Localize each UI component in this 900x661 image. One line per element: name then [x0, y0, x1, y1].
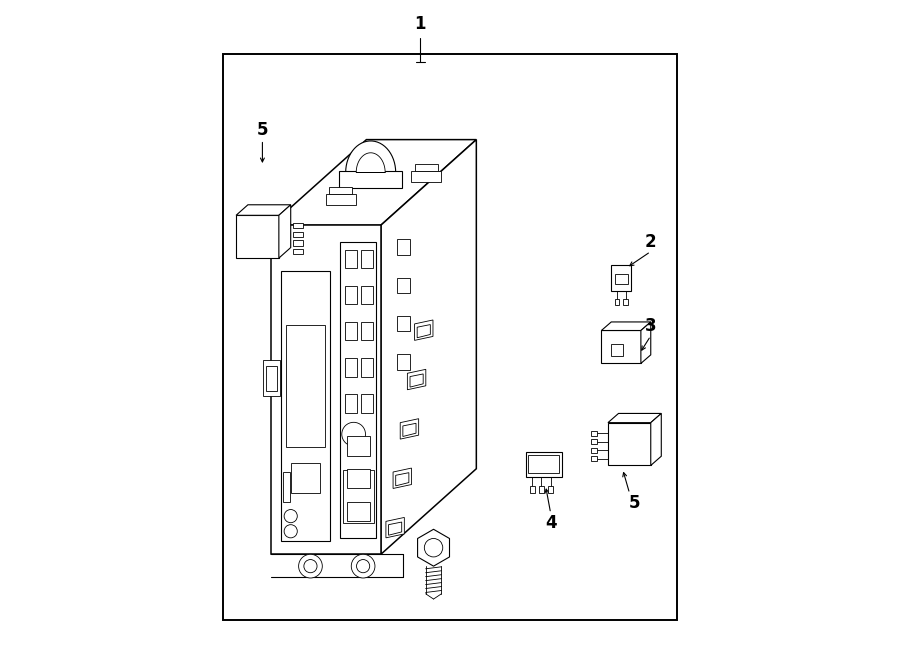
Bar [615, 274, 627, 284]
Bar [397, 239, 410, 255]
Bar [223, 54, 677, 620]
Bar [361, 250, 374, 268]
Bar [340, 242, 375, 538]
Bar [591, 456, 598, 461]
Circle shape [424, 539, 443, 557]
Bar [611, 264, 631, 291]
Bar [346, 436, 370, 455]
Polygon shape [346, 141, 396, 173]
Text: 1: 1 [415, 15, 426, 34]
Bar [284, 472, 290, 502]
Bar [346, 395, 357, 412]
Bar [286, 325, 325, 447]
Bar [529, 486, 535, 493]
Polygon shape [601, 322, 651, 330]
Polygon shape [418, 325, 430, 338]
Bar [608, 422, 651, 465]
Bar [548, 486, 554, 493]
Bar [236, 215, 279, 258]
Bar [326, 194, 356, 206]
Polygon shape [356, 153, 385, 173]
Text: 4: 4 [544, 514, 556, 531]
Bar [339, 171, 401, 188]
Bar [397, 316, 410, 331]
Bar [397, 278, 410, 293]
Bar [526, 451, 562, 477]
Circle shape [304, 560, 317, 572]
Bar [263, 360, 280, 397]
Bar [615, 299, 619, 305]
Bar [591, 447, 598, 453]
Bar [539, 486, 544, 493]
Bar [293, 241, 302, 246]
Bar [266, 366, 277, 391]
Text: 3: 3 [645, 317, 657, 335]
Bar [415, 164, 437, 171]
Text: 2: 2 [645, 233, 657, 251]
Bar [346, 502, 370, 522]
Bar [346, 469, 370, 488]
Polygon shape [608, 413, 662, 422]
Circle shape [284, 510, 297, 523]
Bar [611, 344, 623, 356]
Bar [361, 286, 374, 304]
Polygon shape [400, 418, 418, 439]
Polygon shape [393, 468, 411, 488]
Bar [281, 271, 330, 541]
Bar [397, 354, 410, 369]
Bar [293, 223, 302, 229]
Circle shape [356, 560, 370, 572]
Text: 5: 5 [256, 121, 268, 139]
Bar [411, 171, 441, 182]
Polygon shape [403, 423, 416, 436]
Bar [346, 322, 357, 340]
Polygon shape [389, 522, 401, 535]
Polygon shape [386, 518, 404, 538]
Bar [293, 232, 302, 237]
Polygon shape [271, 225, 381, 555]
Polygon shape [279, 205, 291, 258]
Polygon shape [641, 322, 651, 364]
Polygon shape [415, 320, 433, 340]
Polygon shape [418, 529, 449, 566]
Bar [344, 470, 374, 523]
Bar [601, 330, 641, 364]
Polygon shape [651, 413, 661, 465]
Polygon shape [396, 473, 409, 486]
Bar [591, 439, 598, 444]
Circle shape [342, 422, 365, 446]
Circle shape [284, 525, 297, 538]
Bar [346, 358, 357, 377]
Polygon shape [236, 205, 291, 215]
Polygon shape [381, 139, 476, 555]
Bar [329, 187, 352, 194]
Text: 5: 5 [628, 494, 640, 512]
Bar [361, 322, 374, 340]
Bar [291, 463, 320, 492]
Polygon shape [271, 139, 476, 225]
Bar [591, 430, 598, 436]
Bar [293, 249, 302, 254]
Polygon shape [410, 374, 423, 387]
Bar [528, 455, 559, 473]
Circle shape [351, 555, 375, 578]
Circle shape [299, 555, 322, 578]
Bar [623, 299, 627, 305]
Bar [346, 250, 357, 268]
Bar [346, 286, 357, 304]
Polygon shape [408, 369, 426, 390]
Bar [361, 358, 374, 377]
Bar [361, 395, 374, 412]
